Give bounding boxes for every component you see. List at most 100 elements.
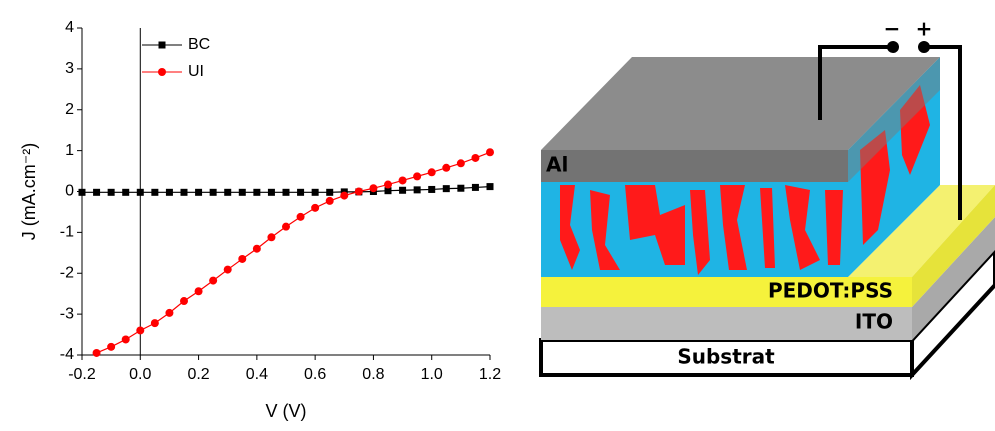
donor-domains [560, 85, 930, 275]
y-tick-label: 2 [65, 101, 74, 118]
data-point [224, 188, 232, 196]
data-point [165, 308, 174, 317]
data-point [457, 184, 465, 192]
data-point [267, 233, 276, 242]
y-tick-label: 4 [65, 19, 74, 36]
x-tick-label: 1.0 [421, 366, 443, 383]
data-point [107, 188, 115, 196]
minus-label: − [884, 17, 901, 41]
data-point [209, 276, 218, 285]
data-point [121, 335, 130, 344]
legend-marker [158, 41, 166, 49]
substrate-label: Substrat [677, 345, 775, 369]
legend-label: BC [188, 36, 210, 53]
data-point [209, 188, 217, 196]
data-point [399, 186, 407, 194]
y-tick-label: -2 [60, 264, 74, 281]
data-point [311, 203, 320, 212]
data-point [369, 184, 378, 193]
pedot-label: PEDOT:PSS [768, 279, 893, 303]
data-point [311, 188, 319, 196]
data-point [78, 188, 86, 196]
pedot [541, 277, 912, 307]
legend-marker [158, 68, 166, 76]
x-tick-label: 1.2 [479, 366, 501, 383]
data-point [238, 188, 246, 196]
data-point [282, 188, 290, 196]
data-point [136, 326, 145, 335]
y-axis-label: J (mA.cm⁻²) [19, 143, 39, 240]
series-line [96, 151, 491, 354]
data-point [486, 148, 494, 157]
data-point [107, 342, 116, 351]
data-point [194, 287, 203, 296]
x-tick-label: 0.2 [187, 366, 209, 383]
x-tick-label: 0.4 [246, 366, 268, 383]
data-point [297, 188, 305, 196]
data-point [413, 172, 422, 181]
chart: -0.2 0.0 0.2 0.4 0.6 0.8 1.0 1.2 -4 -3 -2 -1 0 1 2 3 4 V … [19, 19, 501, 421]
data-point [136, 188, 144, 196]
x-tick-label: 0.8 [362, 366, 384, 383]
data-point [340, 191, 349, 200]
al-side [848, 57, 940, 182]
x-tick-label: 0.0 [129, 366, 151, 383]
data-point [150, 319, 159, 328]
x-tick-label: -0.2 [68, 366, 96, 383]
data-point [471, 153, 480, 162]
data-point [384, 180, 392, 189]
device-diagram: − + Al PEDOT:PSS ITO Substrat [539, 17, 995, 381]
data-point [180, 297, 188, 306]
data-point [428, 185, 436, 193]
data-point [252, 244, 261, 253]
x-axis-label: V (V) [265, 401, 306, 421]
ito [541, 307, 912, 340]
data-point [413, 186, 421, 194]
data-point [325, 196, 334, 205]
data-point [93, 188, 101, 196]
data-point [122, 188, 130, 196]
data-point [427, 168, 436, 177]
data-point [296, 212, 305, 221]
y-tick-label: -4 [60, 346, 74, 363]
wire-plus [924, 45, 962, 220]
al [541, 150, 848, 182]
data-point [267, 188, 275, 196]
data-point [326, 188, 334, 196]
al-label: Al [546, 153, 568, 177]
data-point [354, 187, 363, 196]
data-point [223, 265, 232, 274]
y-tick-label: 3 [65, 60, 74, 77]
data-point [253, 188, 261, 196]
data-point [151, 188, 159, 196]
wire-minus [818, 45, 893, 120]
terminal [887, 41, 899, 53]
legend-label: UI [188, 63, 204, 80]
data-point [282, 222, 290, 231]
data-point [486, 183, 494, 191]
data-point [471, 183, 479, 191]
data-point [398, 176, 407, 185]
x-tick-label: 0.6 [304, 366, 326, 383]
terminal [918, 41, 930, 53]
y-tick-label: -1 [60, 224, 74, 241]
al-top [541, 57, 940, 150]
data-point [456, 159, 465, 168]
data-point [165, 188, 173, 196]
data-point [238, 254, 247, 263]
data-point [384, 187, 392, 195]
y-tick-label: 1 [65, 142, 74, 159]
plus-label: + [916, 17, 933, 41]
ito-label: ITO [855, 310, 893, 334]
data-point [195, 188, 203, 196]
data-point [442, 163, 451, 172]
substrate [539, 338, 914, 377]
y-tick-label: 0 [65, 183, 74, 200]
data-point [180, 188, 188, 196]
pedot-side [912, 185, 995, 307]
ito-side [912, 217, 995, 340]
data-point [442, 185, 450, 193]
y-tick-label: -3 [60, 305, 74, 322]
data-point [92, 348, 101, 357]
